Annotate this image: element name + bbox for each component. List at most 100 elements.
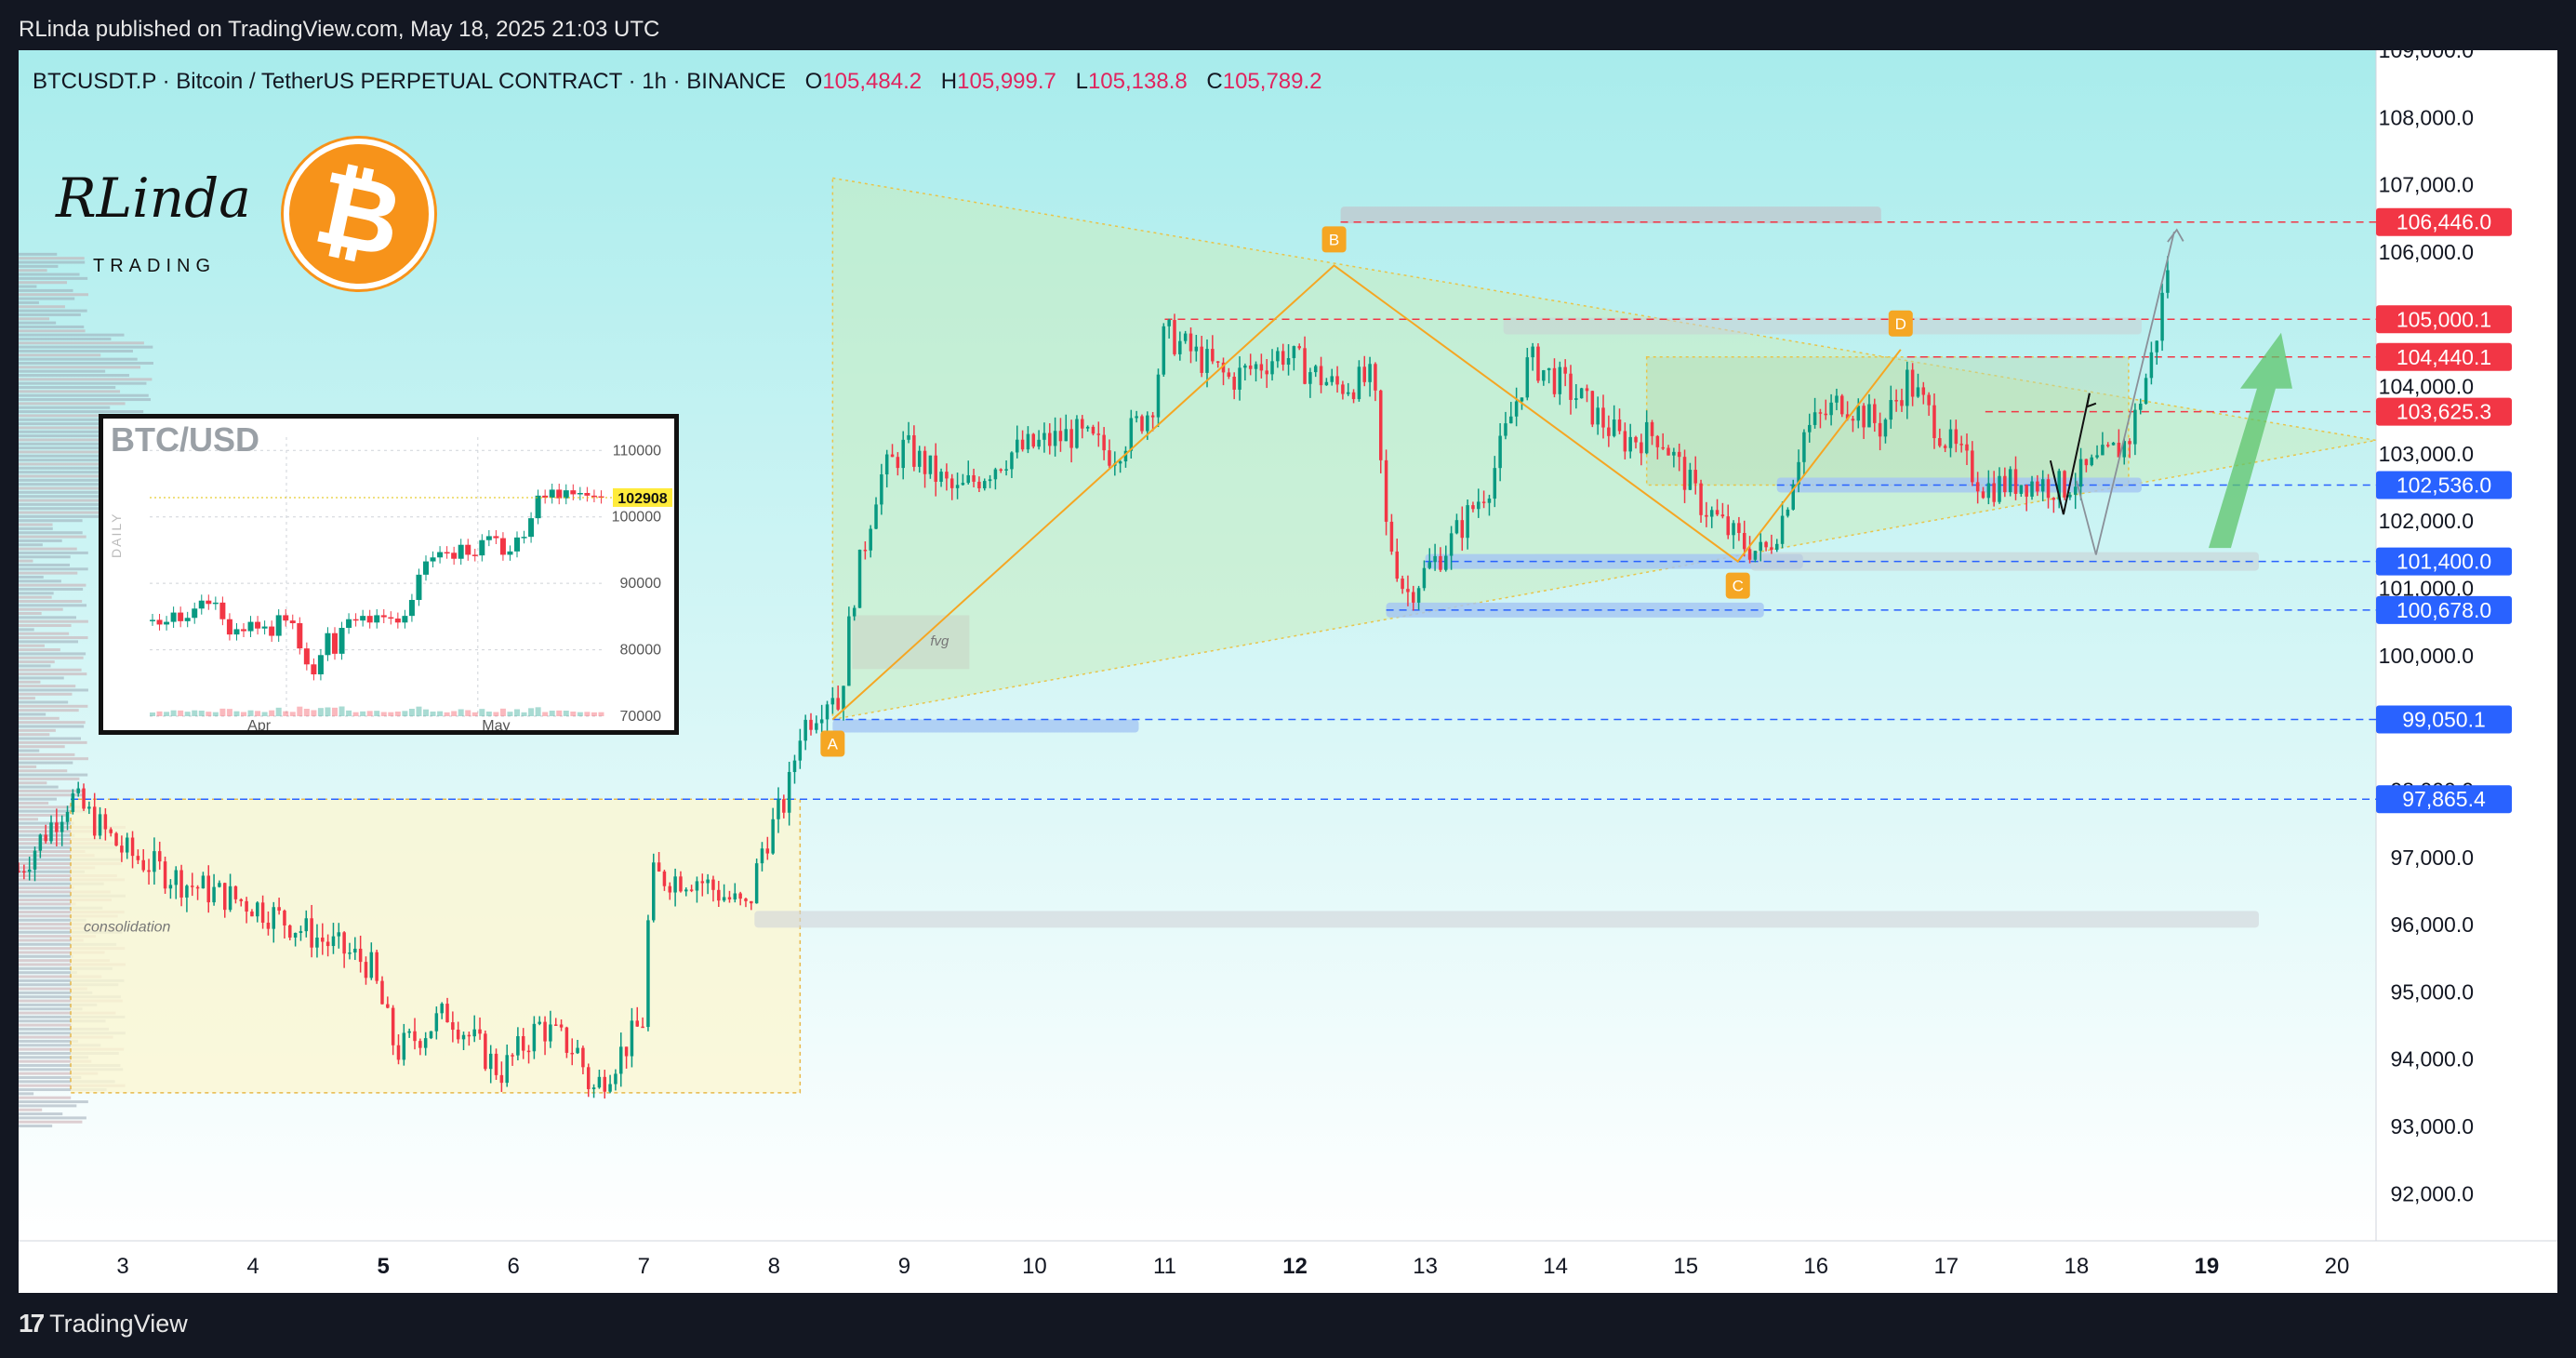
- candle-down: [391, 1007, 395, 1045]
- candle-down: [1910, 369, 1915, 397]
- volume-profile-bar: [19, 697, 35, 700]
- volume-profile-bar: [19, 1011, 116, 1015]
- price-level-badge: [2376, 305, 2512, 334]
- price-level-badge: [2376, 705, 2512, 734]
- candle-up: [1205, 349, 1209, 373]
- candle-down: [750, 900, 753, 904]
- symbol-title[interactable]: BTCUSDT.P · Bitcoin / TetherUS PERPETUAL…: [33, 69, 786, 94]
- volume-profile-bar: [19, 511, 127, 514]
- inset-last-price-label: 102908: [617, 491, 667, 507]
- candle-up: [1531, 346, 1534, 358]
- candle-up: [1042, 433, 1046, 440]
- volume-profile-bar: [19, 1056, 89, 1059]
- volume-profile-bar: [19, 652, 86, 656]
- candle-up: [630, 1020, 634, 1057]
- candle-down: [103, 814, 108, 830]
- inset-candle-up: [198, 600, 205, 609]
- candle-down: [1303, 348, 1307, 384]
- volume-profile-bar: [19, 535, 86, 539]
- candle-up: [988, 479, 992, 482]
- inset-volume-bar: [303, 709, 310, 716]
- inset-volume-bar: [269, 710, 275, 716]
- candle-up: [2068, 494, 2072, 498]
- volume-profile-bar: [19, 644, 45, 647]
- candle-down: [1873, 404, 1877, 423]
- candle-down: [1048, 433, 1052, 446]
- volume-profile-bar: [19, 579, 61, 583]
- candle-down: [1108, 450, 1111, 466]
- inset-candle-down: [241, 629, 246, 632]
- inset-candle-up: [170, 612, 177, 622]
- volume-profile-bar: [19, 692, 73, 696]
- candle-down: [1927, 394, 1931, 406]
- volume-profile-bar: [19, 769, 68, 773]
- candle-up: [1037, 439, 1041, 447]
- candle-down: [141, 859, 145, 871]
- candle-up: [576, 1047, 579, 1054]
- candle-down: [2084, 459, 2089, 466]
- candle-down: [1460, 520, 1465, 539]
- candle-up: [1330, 376, 1334, 382]
- inset-candle-up: [514, 537, 520, 552]
- tradingview-brand[interactable]: 17 TradingView: [19, 1309, 188, 1338]
- inset-volume-bar: [156, 711, 163, 716]
- close-value: 105,789.2: [1222, 69, 1322, 94]
- candle-up: [1085, 426, 1090, 429]
- candle-up: [880, 473, 883, 505]
- volume-profile-bar: [19, 1059, 92, 1063]
- volume-profile-bar: [19, 1075, 82, 1079]
- candle-up: [76, 788, 80, 793]
- volume-profile-bar: [19, 752, 75, 756]
- candle-up: [1504, 423, 1507, 436]
- inset-volume-bar: [198, 711, 205, 716]
- candle-up: [304, 918, 309, 932]
- volume-profile-bar: [19, 587, 84, 591]
- candle-up: [369, 952, 374, 979]
- candle-down: [543, 1021, 547, 1042]
- price-tick-label: 92,000.0: [2390, 1181, 2474, 1205]
- inset-candle-up: [458, 544, 464, 559]
- inset-daily-chart: BTC/USD DAILY 110000 100000 90000 80000 7000…: [99, 414, 679, 735]
- volume-profile-bar: [19, 559, 33, 563]
- candle-down: [260, 902, 265, 923]
- inset-volume-bar: [317, 708, 324, 716]
- candle-down: [2063, 471, 2066, 498]
- candle-down: [396, 1045, 401, 1060]
- volume-profile-bar: [19, 410, 144, 414]
- candle-up: [2030, 481, 2034, 497]
- chart-area[interactable]: consolidation fvg A B C D 92,000.0 93,000.0 94,0…: [19, 50, 2557, 1293]
- candle-up: [1123, 450, 1128, 462]
- candle-down: [375, 952, 378, 981]
- volume-profile-bar: [19, 874, 117, 878]
- inset-volume-bar: [150, 712, 155, 716]
- volume-profile-bar: [19, 438, 107, 442]
- volume-profile-bar: [19, 793, 85, 797]
- candle-down: [120, 845, 124, 853]
- candle-up: [2160, 292, 2164, 341]
- candle-down: [266, 922, 271, 929]
- price-level-badge-label: 100,678.0: [2397, 598, 2491, 622]
- candle-down: [114, 832, 118, 846]
- inset-volume-bar: [164, 712, 170, 716]
- inset-volume-bar: [346, 710, 352, 716]
- candle-down: [1585, 388, 1589, 392]
- volume-profile-bar: [19, 813, 66, 817]
- candle-down: [1102, 434, 1106, 451]
- candle-down: [662, 871, 667, 886]
- candle-up: [777, 799, 780, 819]
- candle-down: [1259, 364, 1264, 371]
- inset-volume-bar: [206, 712, 212, 716]
- volume-profile-bar: [19, 442, 128, 446]
- inset-volume-bar: [451, 711, 458, 716]
- volume-profile-bar: [19, 547, 77, 551]
- time-tick-label: 16: [1803, 1254, 1828, 1279]
- inset-volume-bar: [493, 712, 499, 716]
- volume-profile-bar: [19, 414, 153, 418]
- candle-down: [2128, 441, 2131, 445]
- volume-profile-bar: [19, 430, 153, 433]
- candle-up: [754, 863, 759, 904]
- inset-volume-bar: [465, 710, 471, 716]
- volume-profile-bar: [19, 1116, 86, 1120]
- candle-down: [1351, 392, 1356, 400]
- volume-profile-bar: [19, 514, 152, 518]
